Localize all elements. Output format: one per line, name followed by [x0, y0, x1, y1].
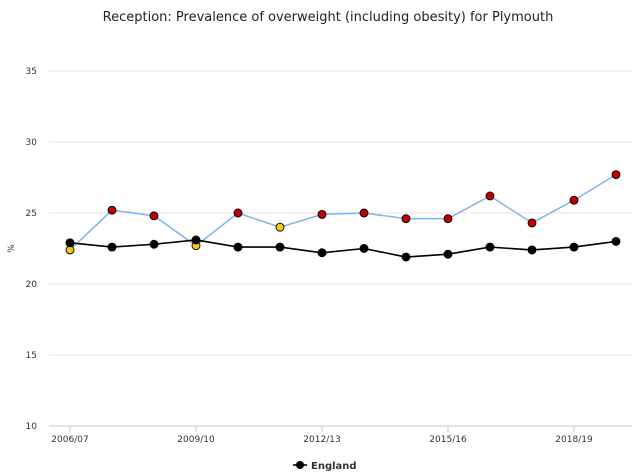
- data-point: [611, 236, 621, 246]
- chart-title: Reception: Prevalence of overweight (inc…: [102, 10, 554, 25]
- y-tick-label: 35: [26, 67, 37, 77]
- data-point: [359, 244, 369, 253]
- data-point: [443, 249, 453, 259]
- series-lines: [65, 170, 621, 262]
- data-point: [233, 208, 243, 218]
- data-point: [233, 242, 243, 252]
- x-tick-label: 2009/10: [177, 435, 215, 445]
- data-point: [485, 191, 495, 201]
- data-point: [569, 195, 579, 205]
- y-tick-label: 25: [26, 209, 37, 219]
- y-axis-label: %: [7, 244, 17, 253]
- x-tick-label: 2006/07: [51, 435, 88, 445]
- data-point: [107, 242, 117, 252]
- grid-lines: [49, 70, 632, 427]
- data-point: [317, 248, 327, 258]
- legend-marker: [296, 461, 304, 469]
- y-tick-label: 30: [26, 138, 38, 148]
- data-point: [527, 218, 537, 228]
- data-point: [317, 209, 327, 219]
- data-point: [611, 170, 621, 180]
- data-point: [65, 238, 75, 248]
- legend-label: England: [311, 461, 357, 472]
- data-point: [569, 242, 579, 252]
- data-point: [401, 214, 411, 224]
- x-tick-label: 2018/19: [555, 435, 593, 445]
- y-tick-label: 20: [26, 280, 38, 290]
- data-point: [401, 252, 411, 262]
- data-point: [149, 211, 159, 221]
- data-point: [359, 208, 369, 218]
- data-point: [443, 214, 453, 224]
- data-point: [527, 245, 537, 255]
- x-tick-label: 2012/13: [303, 435, 340, 445]
- data-point: [275, 242, 285, 252]
- y-tick-label: 10: [26, 422, 38, 432]
- axes: 10 15 20 25 30 35% 2006/07 2009/10 2012/13 2015/1…: [7, 67, 593, 445]
- legend: England: [293, 461, 357, 472]
- series-line: [69, 174, 617, 251]
- data-point: [275, 222, 285, 232]
- x-tick-label: 2015/16: [429, 435, 467, 445]
- series-line: [69, 239, 617, 258]
- y-tick-label: 15: [26, 351, 37, 361]
- data-point: [191, 235, 201, 245]
- data-point: [485, 242, 495, 252]
- data-point: [149, 239, 159, 249]
- data-point: [107, 205, 117, 215]
